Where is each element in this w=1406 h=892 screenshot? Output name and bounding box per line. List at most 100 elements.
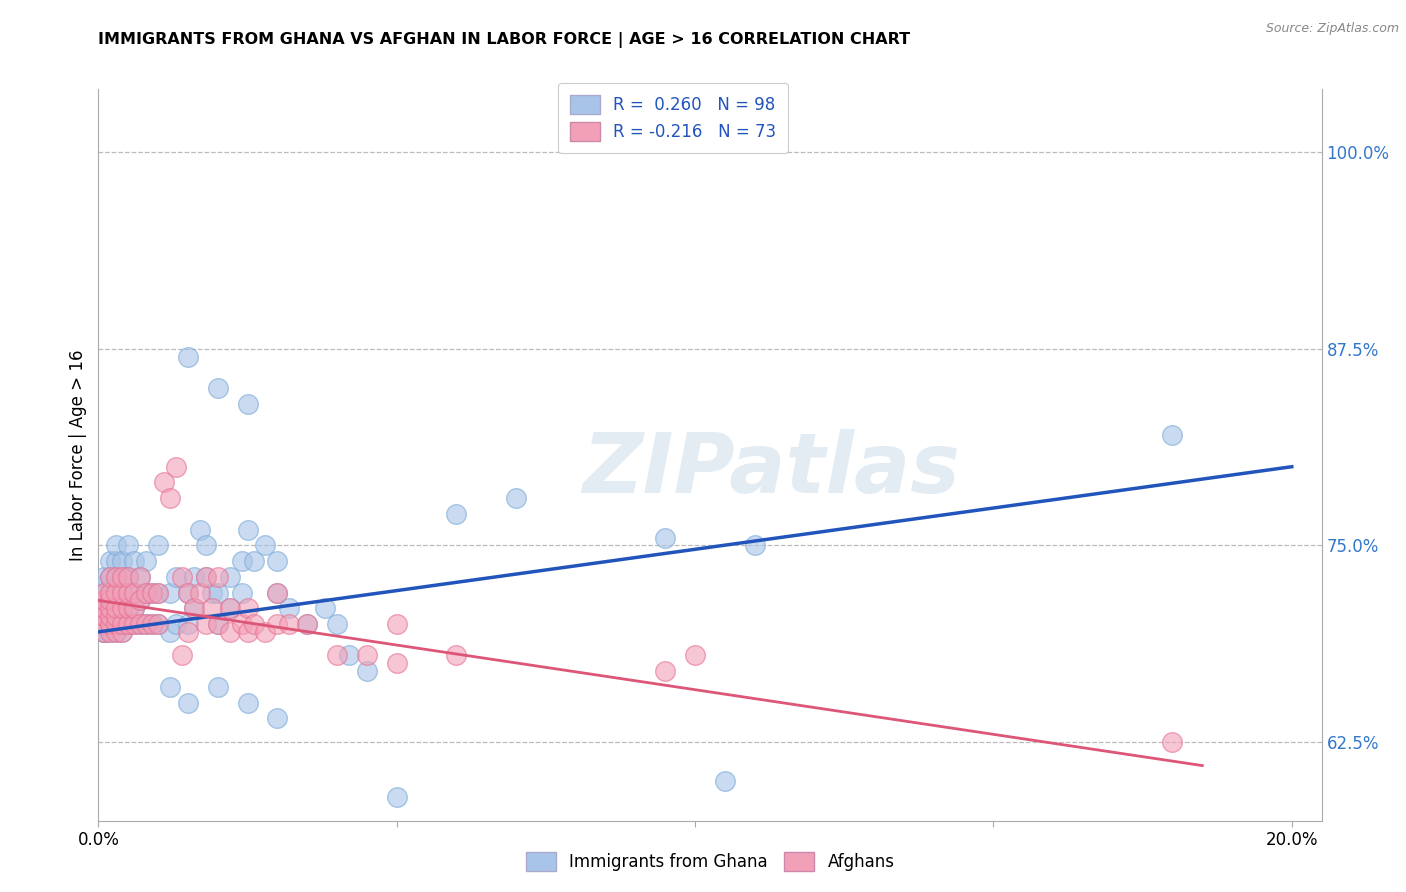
- Point: [218, 570, 240, 584]
- Point: [105, 601, 128, 615]
- Point: [105, 609, 128, 624]
- Point: [105, 570, 128, 584]
- Point: [105, 601, 128, 615]
- Point: [218, 624, 240, 639]
- Point: [105, 624, 128, 639]
- Point: [93, 624, 115, 639]
- Point: [278, 601, 301, 615]
- Point: [122, 585, 145, 599]
- Point: [231, 585, 253, 599]
- Point: [183, 570, 205, 584]
- Point: [194, 617, 217, 632]
- Point: [254, 624, 277, 639]
- Point: [654, 664, 676, 678]
- Point: [93, 609, 115, 624]
- Point: [98, 609, 121, 624]
- Point: [242, 617, 264, 632]
- Point: [122, 617, 145, 632]
- Point: [146, 585, 169, 599]
- Point: [146, 538, 169, 552]
- Point: [93, 624, 115, 639]
- Point: [105, 570, 128, 584]
- Point: [122, 617, 145, 632]
- Point: [141, 617, 163, 632]
- Point: [183, 601, 205, 615]
- Point: [105, 624, 128, 639]
- Point: [98, 570, 121, 584]
- Point: [111, 601, 134, 615]
- Point: [385, 617, 408, 632]
- Legend: Immigrants from Ghana, Afghans: Immigrants from Ghana, Afghans: [519, 846, 901, 878]
- Point: [218, 601, 240, 615]
- Point: [654, 531, 676, 545]
- Point: [714, 774, 737, 789]
- Point: [111, 585, 134, 599]
- Point: [177, 696, 200, 710]
- Point: [98, 570, 121, 584]
- Point: [98, 585, 121, 599]
- Point: [159, 624, 181, 639]
- Point: [683, 648, 706, 663]
- Point: [159, 585, 181, 599]
- Point: [266, 617, 288, 632]
- Point: [105, 617, 128, 632]
- Point: [446, 507, 468, 521]
- Point: [146, 617, 169, 632]
- Point: [141, 585, 163, 599]
- Point: [93, 617, 115, 632]
- Point: [146, 585, 169, 599]
- Point: [129, 570, 152, 584]
- Point: [105, 538, 128, 552]
- Point: [122, 601, 145, 615]
- Point: [177, 624, 200, 639]
- Point: [129, 617, 152, 632]
- Point: [337, 648, 360, 663]
- Point: [207, 680, 229, 694]
- Point: [505, 491, 527, 505]
- Point: [194, 570, 217, 584]
- Point: [117, 585, 139, 599]
- Point: [135, 554, 157, 568]
- Point: [159, 680, 181, 694]
- Point: [135, 617, 157, 632]
- Point: [207, 617, 229, 632]
- Point: [165, 459, 187, 474]
- Point: [98, 601, 121, 615]
- Point: [98, 593, 121, 607]
- Point: [93, 570, 115, 584]
- Point: [93, 585, 115, 599]
- Point: [135, 585, 157, 599]
- Point: [129, 593, 152, 607]
- Point: [93, 617, 115, 632]
- Point: [153, 475, 176, 490]
- Point: [98, 554, 121, 568]
- Point: [218, 601, 240, 615]
- Point: [1161, 428, 1184, 442]
- Point: [207, 585, 229, 599]
- Point: [177, 585, 200, 599]
- Point: [326, 617, 349, 632]
- Point: [93, 577, 115, 591]
- Point: [105, 617, 128, 632]
- Point: [122, 585, 145, 599]
- Point: [297, 617, 319, 632]
- Point: [111, 601, 134, 615]
- Point: [98, 624, 121, 639]
- Point: [141, 617, 163, 632]
- Point: [385, 790, 408, 805]
- Point: [266, 585, 288, 599]
- Point: [326, 648, 349, 663]
- Point: [105, 554, 128, 568]
- Point: [117, 601, 139, 615]
- Point: [207, 570, 229, 584]
- Point: [93, 585, 115, 599]
- Point: [98, 601, 121, 615]
- Point: [201, 601, 224, 615]
- Point: [98, 609, 121, 624]
- Point: [117, 570, 139, 584]
- Point: [356, 648, 378, 663]
- Point: [188, 585, 211, 599]
- Text: ZIPatlas: ZIPatlas: [582, 429, 960, 510]
- Point: [111, 570, 134, 584]
- Point: [111, 585, 134, 599]
